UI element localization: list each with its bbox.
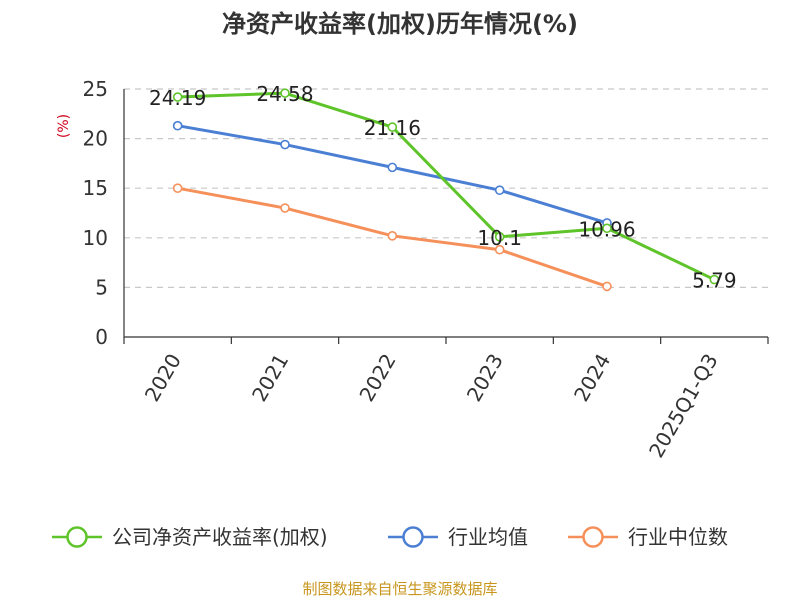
data-label: 10.96 [578, 217, 635, 241]
data-point [280, 88, 290, 98]
data-point [494, 244, 505, 255]
x-tick-label: 2024 [569, 350, 615, 406]
series-line [177, 91, 715, 281]
data-point [172, 183, 183, 193]
data-point [172, 120, 183, 131]
data-point [172, 92, 183, 102]
data-point [494, 185, 505, 195]
x-tick-label: 2025Q1-Q3 [644, 350, 723, 462]
data-point [494, 232, 505, 242]
data-label: 5.79 [692, 269, 737, 293]
legend-marker [402, 526, 424, 548]
y-tick-label: 15 [83, 176, 108, 200]
legend-marker [582, 526, 604, 548]
legend-label: 公司净资产收益率(加权) [112, 525, 328, 549]
data-point [387, 231, 398, 241]
data-point [602, 281, 612, 292]
x-tick-label: 2021 [247, 350, 293, 406]
y-tick-label: 10 [83, 226, 108, 250]
data-point [280, 203, 290, 213]
x-tick-label: 2022 [354, 350, 400, 406]
data-point [387, 122, 398, 132]
series-line [177, 124, 608, 225]
x-tick-label: 2023 [462, 349, 508, 405]
data-label: 24.58 [256, 82, 313, 106]
data-point [709, 274, 720, 285]
y-axis-label: (%) [56, 114, 72, 138]
legend-label: 行业中位数 [628, 525, 728, 549]
data-label: 21.16 [364, 116, 421, 140]
y-tick-label: 5 [95, 275, 108, 299]
data-point [280, 139, 290, 150]
y-tick-label: 25 [83, 77, 108, 101]
series-group [172, 88, 720, 292]
data-point [602, 223, 612, 234]
data-label: 24.19 [149, 86, 206, 110]
source-note: 制图数据来自恒生聚源数据库 [302, 580, 497, 598]
gridlines [124, 88, 768, 288]
data-label: 10.1 [477, 226, 522, 250]
x-tick-label: 2020 [140, 350, 186, 406]
y-tick-label: 20 [83, 127, 108, 151]
legend-marker [66, 526, 88, 548]
axes: 0 5 10 15 20 25 2020 2021 2022 2023 2024 2025Q1-Q3 [83, 77, 769, 462]
data-labels: 24.19 24.58 21.16 10.1 10.96 5.79 [149, 82, 737, 292]
chart-title: 净资产收益率(加权)历年情况(%) [222, 10, 578, 38]
y-tick-label: 0 [95, 325, 108, 349]
data-point [387, 162, 398, 173]
legend: 公司净资产收益率(加权) 行业均值 行业中位数 [52, 525, 728, 549]
legend-label: 行业均值 [448, 525, 528, 549]
